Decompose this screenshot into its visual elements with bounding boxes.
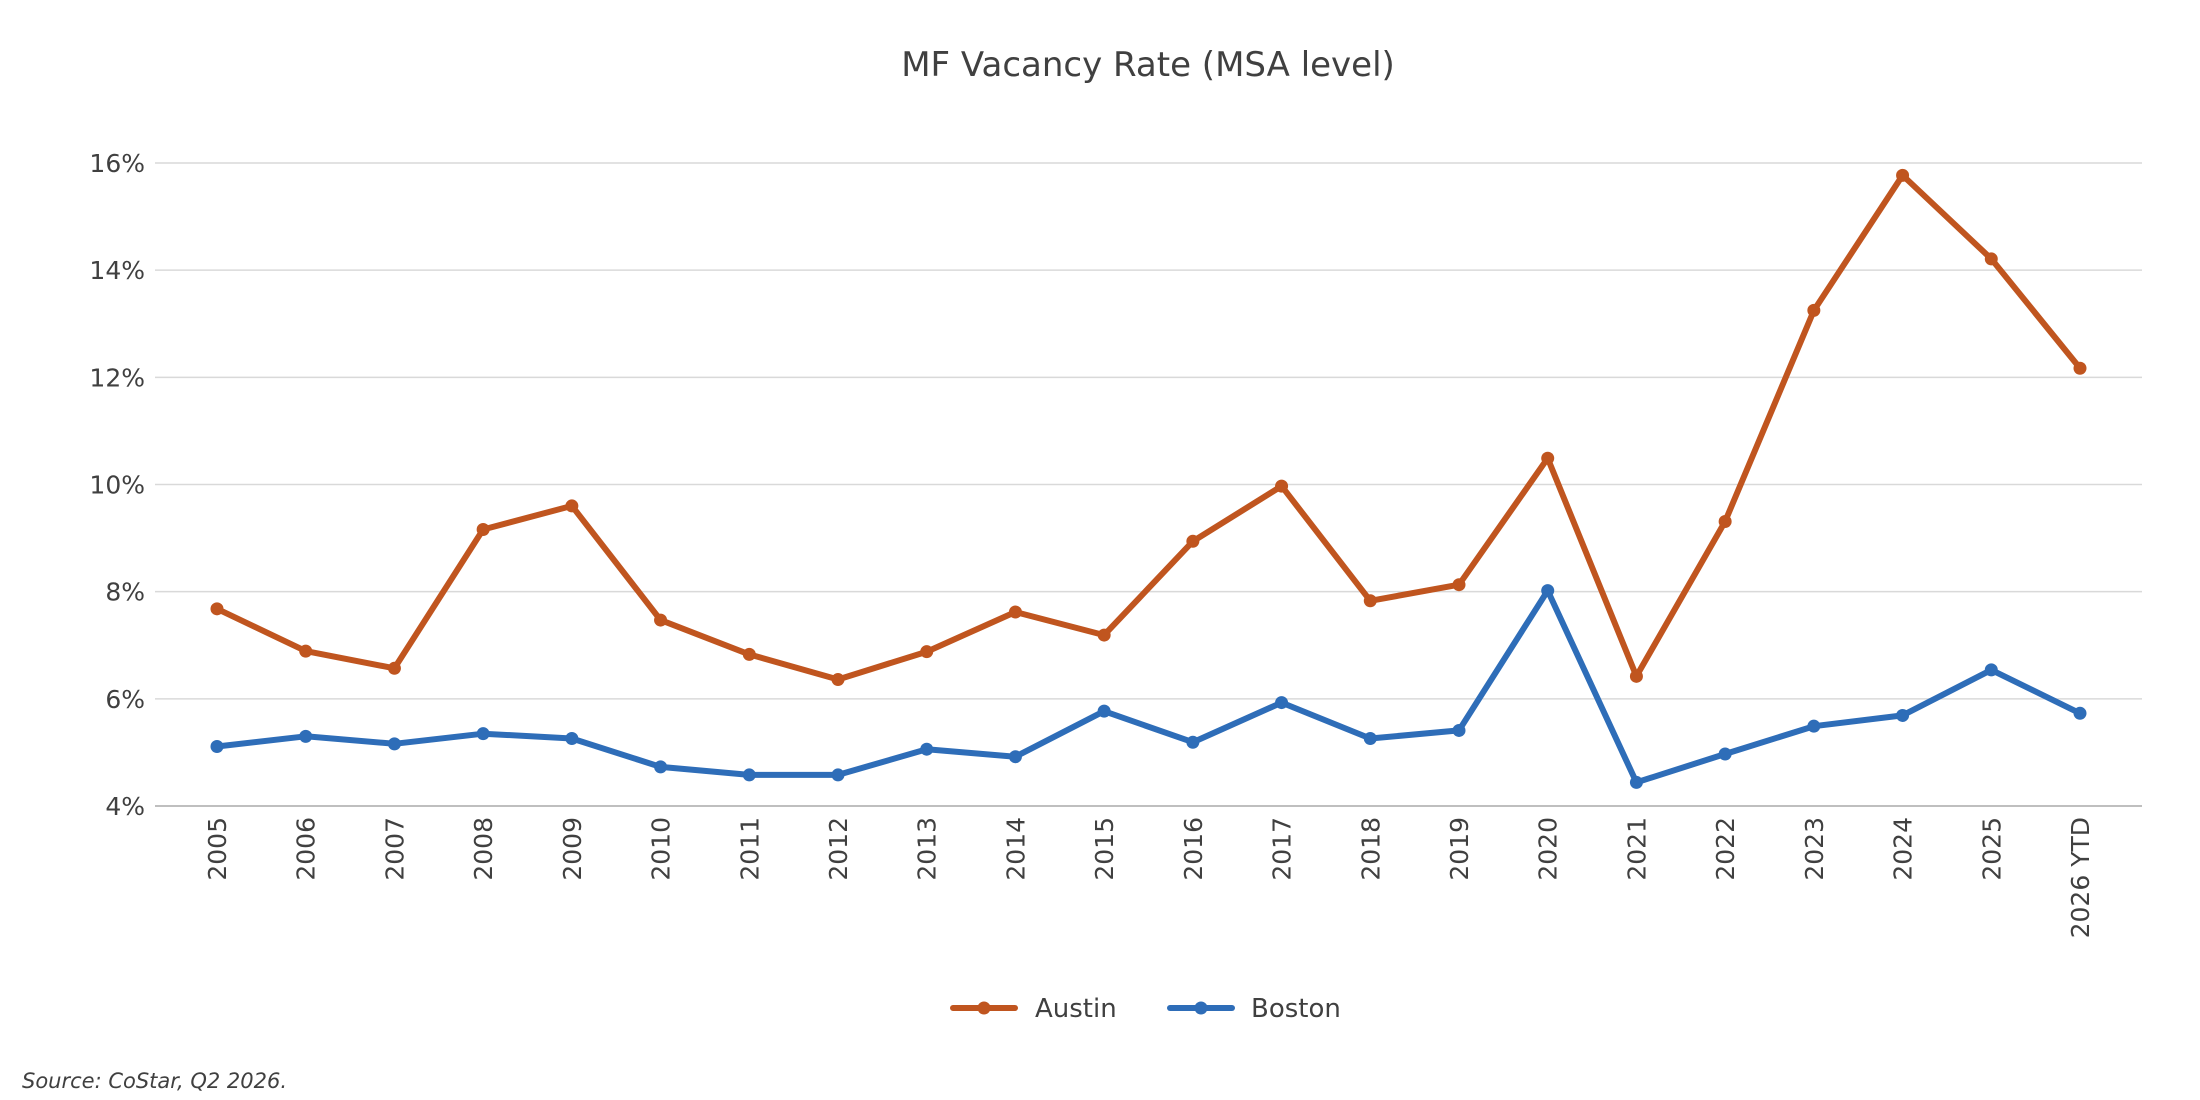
x-tick-label: 2017 [1268,817,1297,881]
x-tick-label: 2006 [292,817,321,881]
austin-point [831,673,845,687]
austin-point [1984,252,1998,266]
series-lines [210,168,2087,789]
x-tick-label: 2005 [203,817,232,881]
boston-point [654,760,668,774]
boston-point [1186,735,1200,749]
series-austin [210,168,2087,687]
austin-point [1896,168,1910,182]
boston-point [831,768,845,782]
legend-marker [977,1001,991,1015]
x-tick-label: 2011 [735,817,764,881]
y-tick-label: 4% [105,792,145,821]
boston-point [387,737,401,751]
x-tick-label: 2014 [1001,817,1030,881]
austin-point [920,645,934,659]
x-tick-label: 2022 [1711,817,1740,881]
boston-point [210,740,224,754]
boston-point [1984,663,1998,677]
x-tick-label: 2013 [913,817,942,881]
austin-line [214,172,2083,683]
x-tick-label: 2007 [380,817,409,881]
legend: Austin Boston [950,994,1341,1024]
boston-point [299,729,313,743]
boston-point [1097,704,1111,718]
boston-point [1275,696,1289,710]
source-note: Source: CoStar, Q2 2026. [22,1069,287,1093]
x-tick-label: 2026 YTD [2066,817,2095,938]
austin-point [1807,303,1821,317]
legend-marker [1194,1001,1208,1015]
legend-item-boston: Boston [1167,994,1341,1024]
x-tick-label: 2016 [1179,817,1208,881]
austin-point [1097,628,1111,642]
y-tick-label: 6% [105,685,145,714]
legend-label: Austin [1035,994,1117,1024]
austin-point [1275,479,1289,493]
legend-item-austin: Austin [950,994,1117,1024]
boston-point [565,731,579,745]
chart-title: MF Vacancy Rate (MSA level) [901,45,1395,85]
boston-point [1629,775,1643,789]
austin-point [1452,578,1466,592]
boston-point [1541,584,1555,598]
austin-point [565,499,579,513]
x-axis-ticks: 2005 2006 2007 2008 2009 2010 2011 2012 2013 2014… [203,817,2095,938]
x-tick-label: 2009 [558,817,587,881]
x-tick-label: 2025 [1977,817,2006,881]
y-tick-label: 16% [89,149,145,178]
x-tick-label: 2015 [1090,817,1119,881]
y-tick-label: 14% [89,256,145,285]
boston-point [1008,750,1022,764]
x-tick-label: 2020 [1534,817,1563,881]
boston-line [214,587,2083,786]
x-tick-label: 2010 [647,817,676,881]
austin-point [654,613,668,627]
austin-point [1363,594,1377,608]
series-boston [210,584,2087,789]
y-tick-label: 8% [105,578,145,607]
boston-point [476,727,490,741]
x-tick-label: 2012 [824,817,853,881]
austin-point [1718,514,1732,528]
boston-point [1896,708,1910,722]
y-tick-label: 10% [89,471,145,500]
austin-point [1008,605,1022,619]
x-tick-label: 2021 [1622,817,1651,881]
x-tick-label: 2024 [1889,817,1918,881]
austin-point [1541,451,1555,465]
austin-point [210,602,224,616]
austin-point [387,661,401,675]
austin-point [742,647,756,661]
x-tick-label: 2019 [1445,817,1474,881]
boston-point [920,742,934,756]
austin-point [1186,534,1200,548]
boston-point [1452,723,1466,737]
y-tick-label: 12% [89,363,145,392]
gridlines [155,162,2142,700]
austin-point [2073,361,2087,375]
x-tick-label: 2018 [1356,817,1385,881]
boston-point [1363,731,1377,745]
austin-point [476,523,490,537]
boston-point [2073,706,2087,720]
boston-point [1718,747,1732,761]
y-axis-ticks: 4% 6% 8% 10% 12% 14% 16% [89,149,145,821]
boston-point [742,768,756,782]
legend-label: Boston [1251,994,1341,1024]
austin-point [299,644,313,658]
x-tick-label: 2008 [469,817,498,881]
boston-point [1807,719,1821,733]
x-tick-label: 2023 [1800,817,1829,881]
austin-point [1629,669,1643,683]
